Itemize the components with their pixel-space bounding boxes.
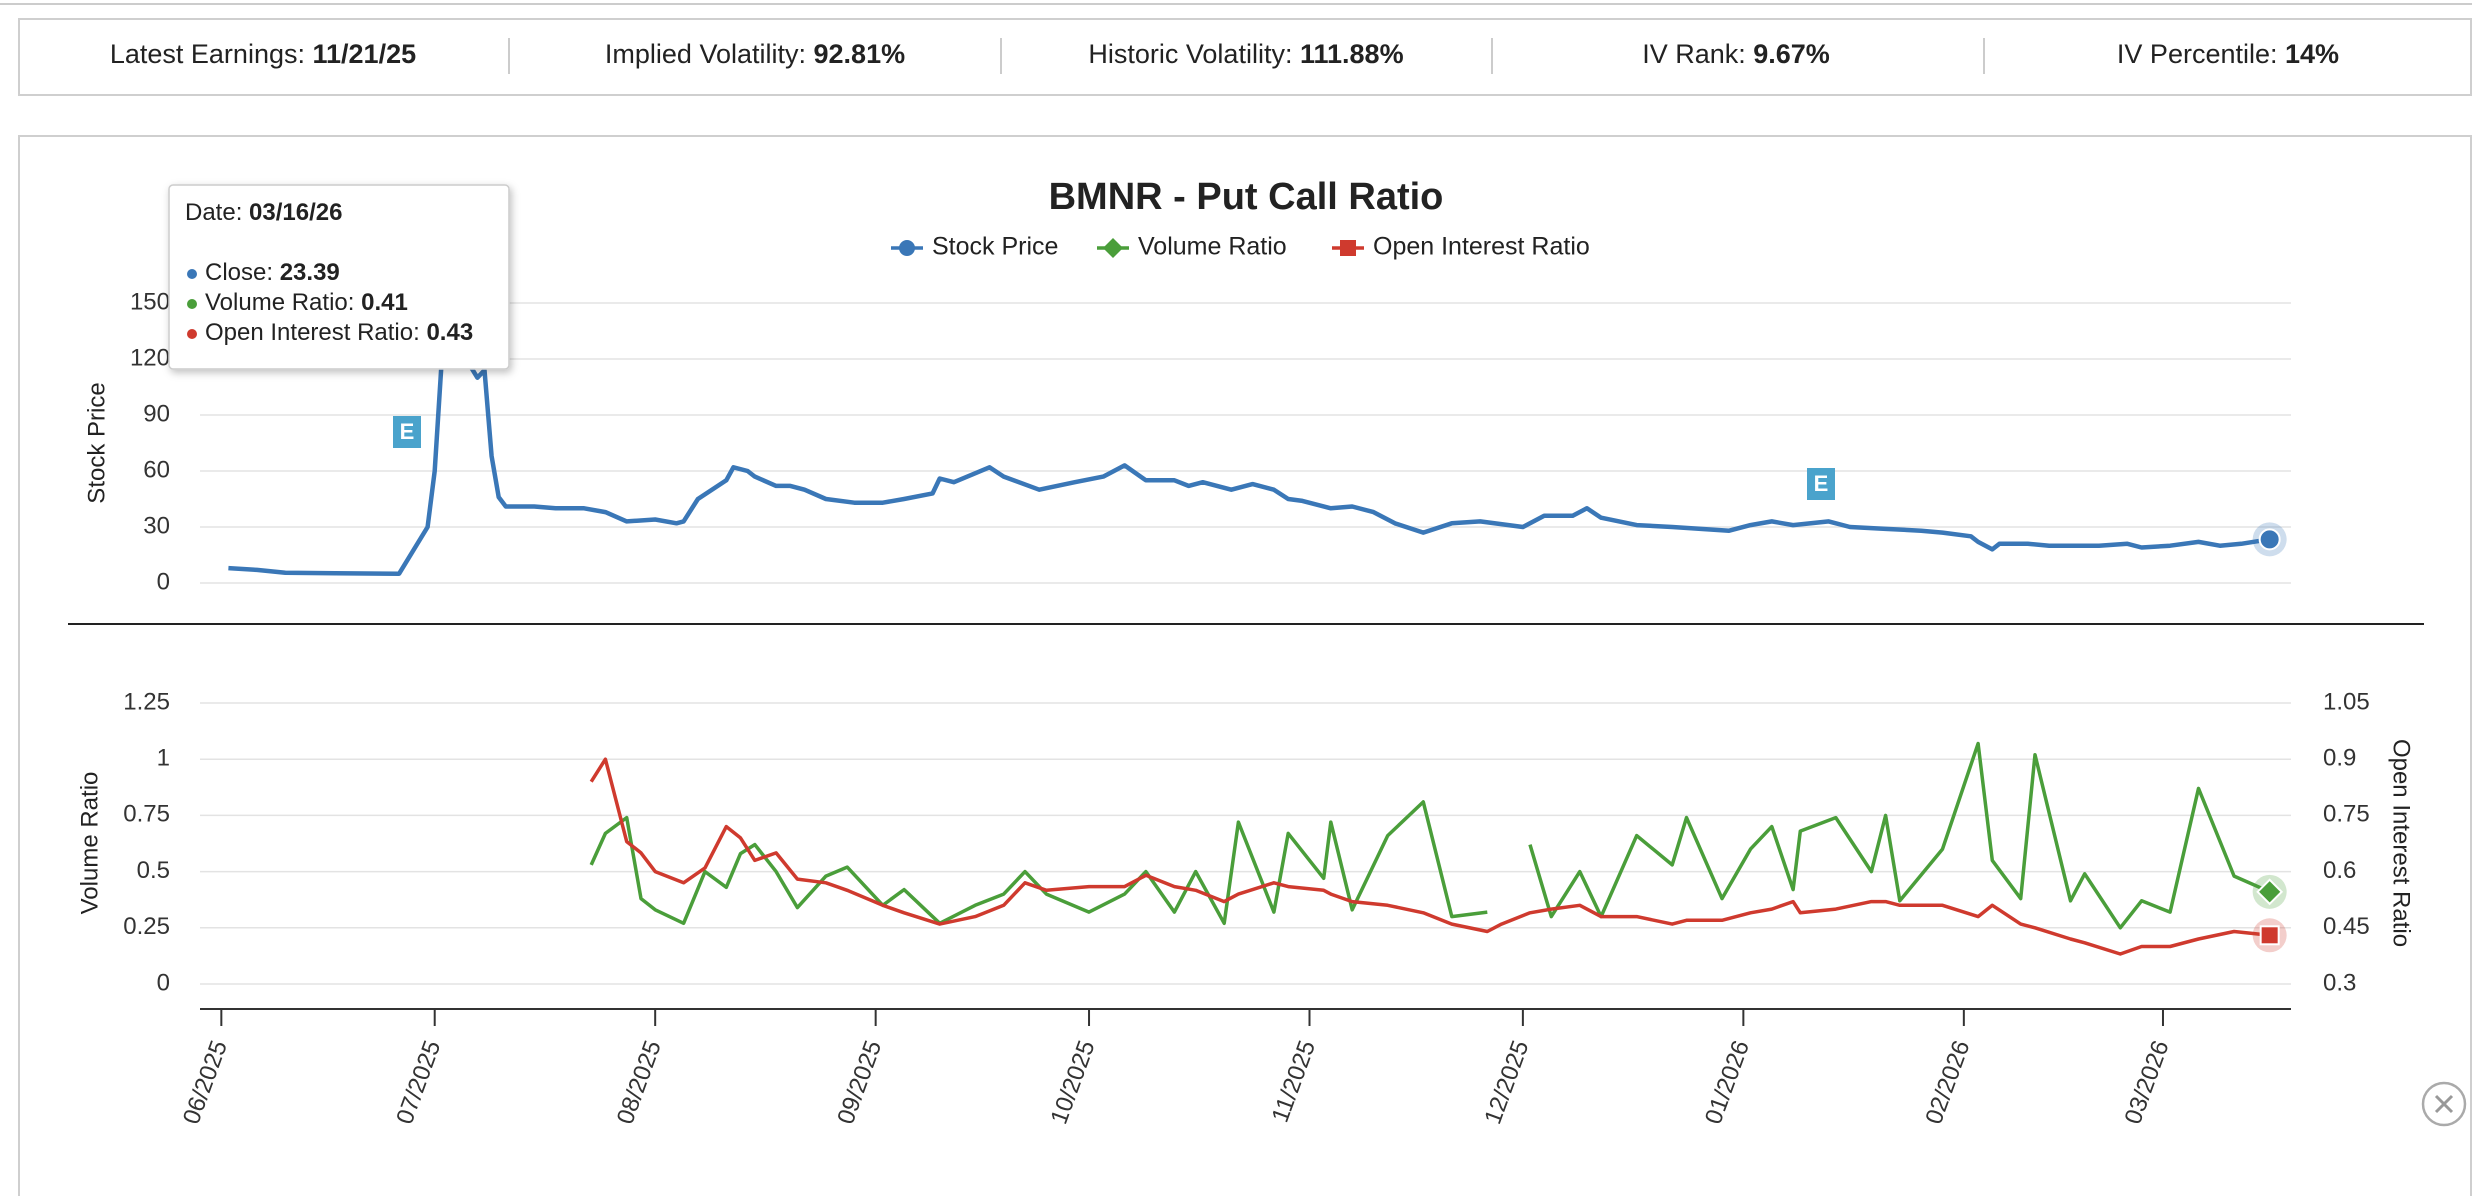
- stat: Latest Earnings: 11/21/25: [110, 39, 416, 69]
- y-tick-label: 1.25: [123, 688, 170, 715]
- earnings-flag: [393, 416, 421, 448]
- stat-label: IV Percentile:: [2117, 39, 2278, 69]
- legend-marker: [1340, 240, 1356, 256]
- y2-tick-label: 0.9: [2323, 745, 2356, 772]
- tooltip-date-value: 03/16/26: [249, 199, 342, 226]
- tooltip-row-label: Volume Ratio:: [205, 289, 354, 316]
- earnings-flag-label: E: [1814, 471, 1829, 496]
- stat: Historic Volatility: 111.88%: [1088, 39, 1403, 69]
- legend-label: Stock Price: [932, 233, 1058, 261]
- y-axis-title: Volume Ratio: [76, 772, 103, 915]
- y2-tick-label: 1.05: [2323, 688, 2370, 715]
- legend-marker: [899, 240, 915, 256]
- y-tick-label: 120: [130, 344, 170, 371]
- tooltip-date: Date: 03/16/26: [185, 199, 342, 226]
- stat-label: Historic Volatility:: [1088, 39, 1292, 69]
- y-tick-label: 0: [157, 969, 170, 996]
- stats-bar: [18, 18, 2472, 96]
- tooltip-row-value: 0.41: [361, 289, 408, 316]
- y2-tick-label: 0.75: [2323, 801, 2370, 828]
- stat: IV Rank: 9.67%: [1642, 39, 1830, 69]
- series-line: [228, 328, 2271, 576]
- tooltip-row-label: Open Interest Ratio:: [205, 319, 420, 346]
- tooltip-date-label: Date:: [185, 199, 242, 226]
- stat-value: 11/21/25: [313, 39, 417, 69]
- stat-value: 111.88%: [1300, 39, 1404, 69]
- y-tick-label: 150: [130, 288, 170, 315]
- series-line: [589, 741, 2271, 930]
- y2-tick-label: 0.6: [2323, 857, 2356, 884]
- y-tick-label: 0: [157, 568, 170, 595]
- hover-marker: [2258, 528, 2281, 551]
- y-tick-label: 90: [143, 400, 170, 427]
- hover-marker: [2256, 878, 2284, 906]
- y2-tick-label: 0.3: [2323, 969, 2356, 996]
- y-tick-label: 30: [143, 512, 170, 539]
- legend-label: Volume Ratio: [1138, 233, 1287, 261]
- close-cross[interactable]: [2434, 1094, 2454, 1114]
- y2-axis-title: Open Interest Ratio: [2388, 739, 2415, 947]
- y-tick-label: 0.5: [137, 857, 170, 884]
- y-tick-label: 60: [143, 456, 170, 483]
- stat-value: 9.67%: [1753, 39, 1830, 69]
- legend-marker: [1103, 238, 1123, 258]
- y-tick-label: 0.25: [123, 913, 170, 940]
- tooltip-bullet: [187, 329, 197, 339]
- stat-label: Latest Earnings:: [110, 39, 305, 69]
- stat: Implied Volatility: 92.81%: [605, 39, 905, 69]
- y-tick-label: 1: [157, 745, 170, 772]
- tooltip-row: Volume Ratio: 0.41: [205, 289, 408, 316]
- legend-label: Open Interest Ratio: [1373, 233, 1590, 261]
- stat-label: IV Rank:: [1642, 39, 1746, 69]
- stat: IV Percentile: 14%: [2117, 39, 2339, 69]
- tooltip-row-value: 23.39: [280, 259, 340, 286]
- y2-tick-label: 0.45: [2323, 913, 2370, 940]
- tooltip-row-label: Close:: [205, 259, 273, 286]
- tooltip-row: Close: 23.39: [205, 259, 340, 286]
- series-line: [589, 757, 2270, 956]
- tooltip-box: [168, 184, 510, 370]
- stat-value: 92.81%: [814, 39, 906, 69]
- stats: Latest Earnings: 11/21/25 Implied Volatil…: [110, 38, 2339, 74]
- hover-marker: [2259, 925, 2280, 946]
- close-button[interactable]: [2421, 1081, 2467, 1127]
- tooltip-row: Open Interest Ratio: 0.43: [205, 319, 473, 346]
- earnings-flag: [1807, 468, 1835, 500]
- y-tick-label: 0.75: [123, 801, 170, 828]
- stat-label: Implied Volatility:: [605, 39, 806, 69]
- y-axis-title: Stock Price: [83, 382, 110, 503]
- stat-value: 14%: [2285, 39, 2339, 69]
- tooltip-bullet: [187, 269, 197, 279]
- earnings-flag-label: E: [400, 419, 415, 444]
- tooltip-bullet: [187, 299, 197, 309]
- chart-title: BMNR - Put Call Ratio: [1049, 176, 1444, 218]
- tooltip: Date: 03/16/26 Close: 23.39 Volume Ratio: …: [168, 184, 510, 370]
- tooltip-row-value: 0.43: [426, 319, 473, 346]
